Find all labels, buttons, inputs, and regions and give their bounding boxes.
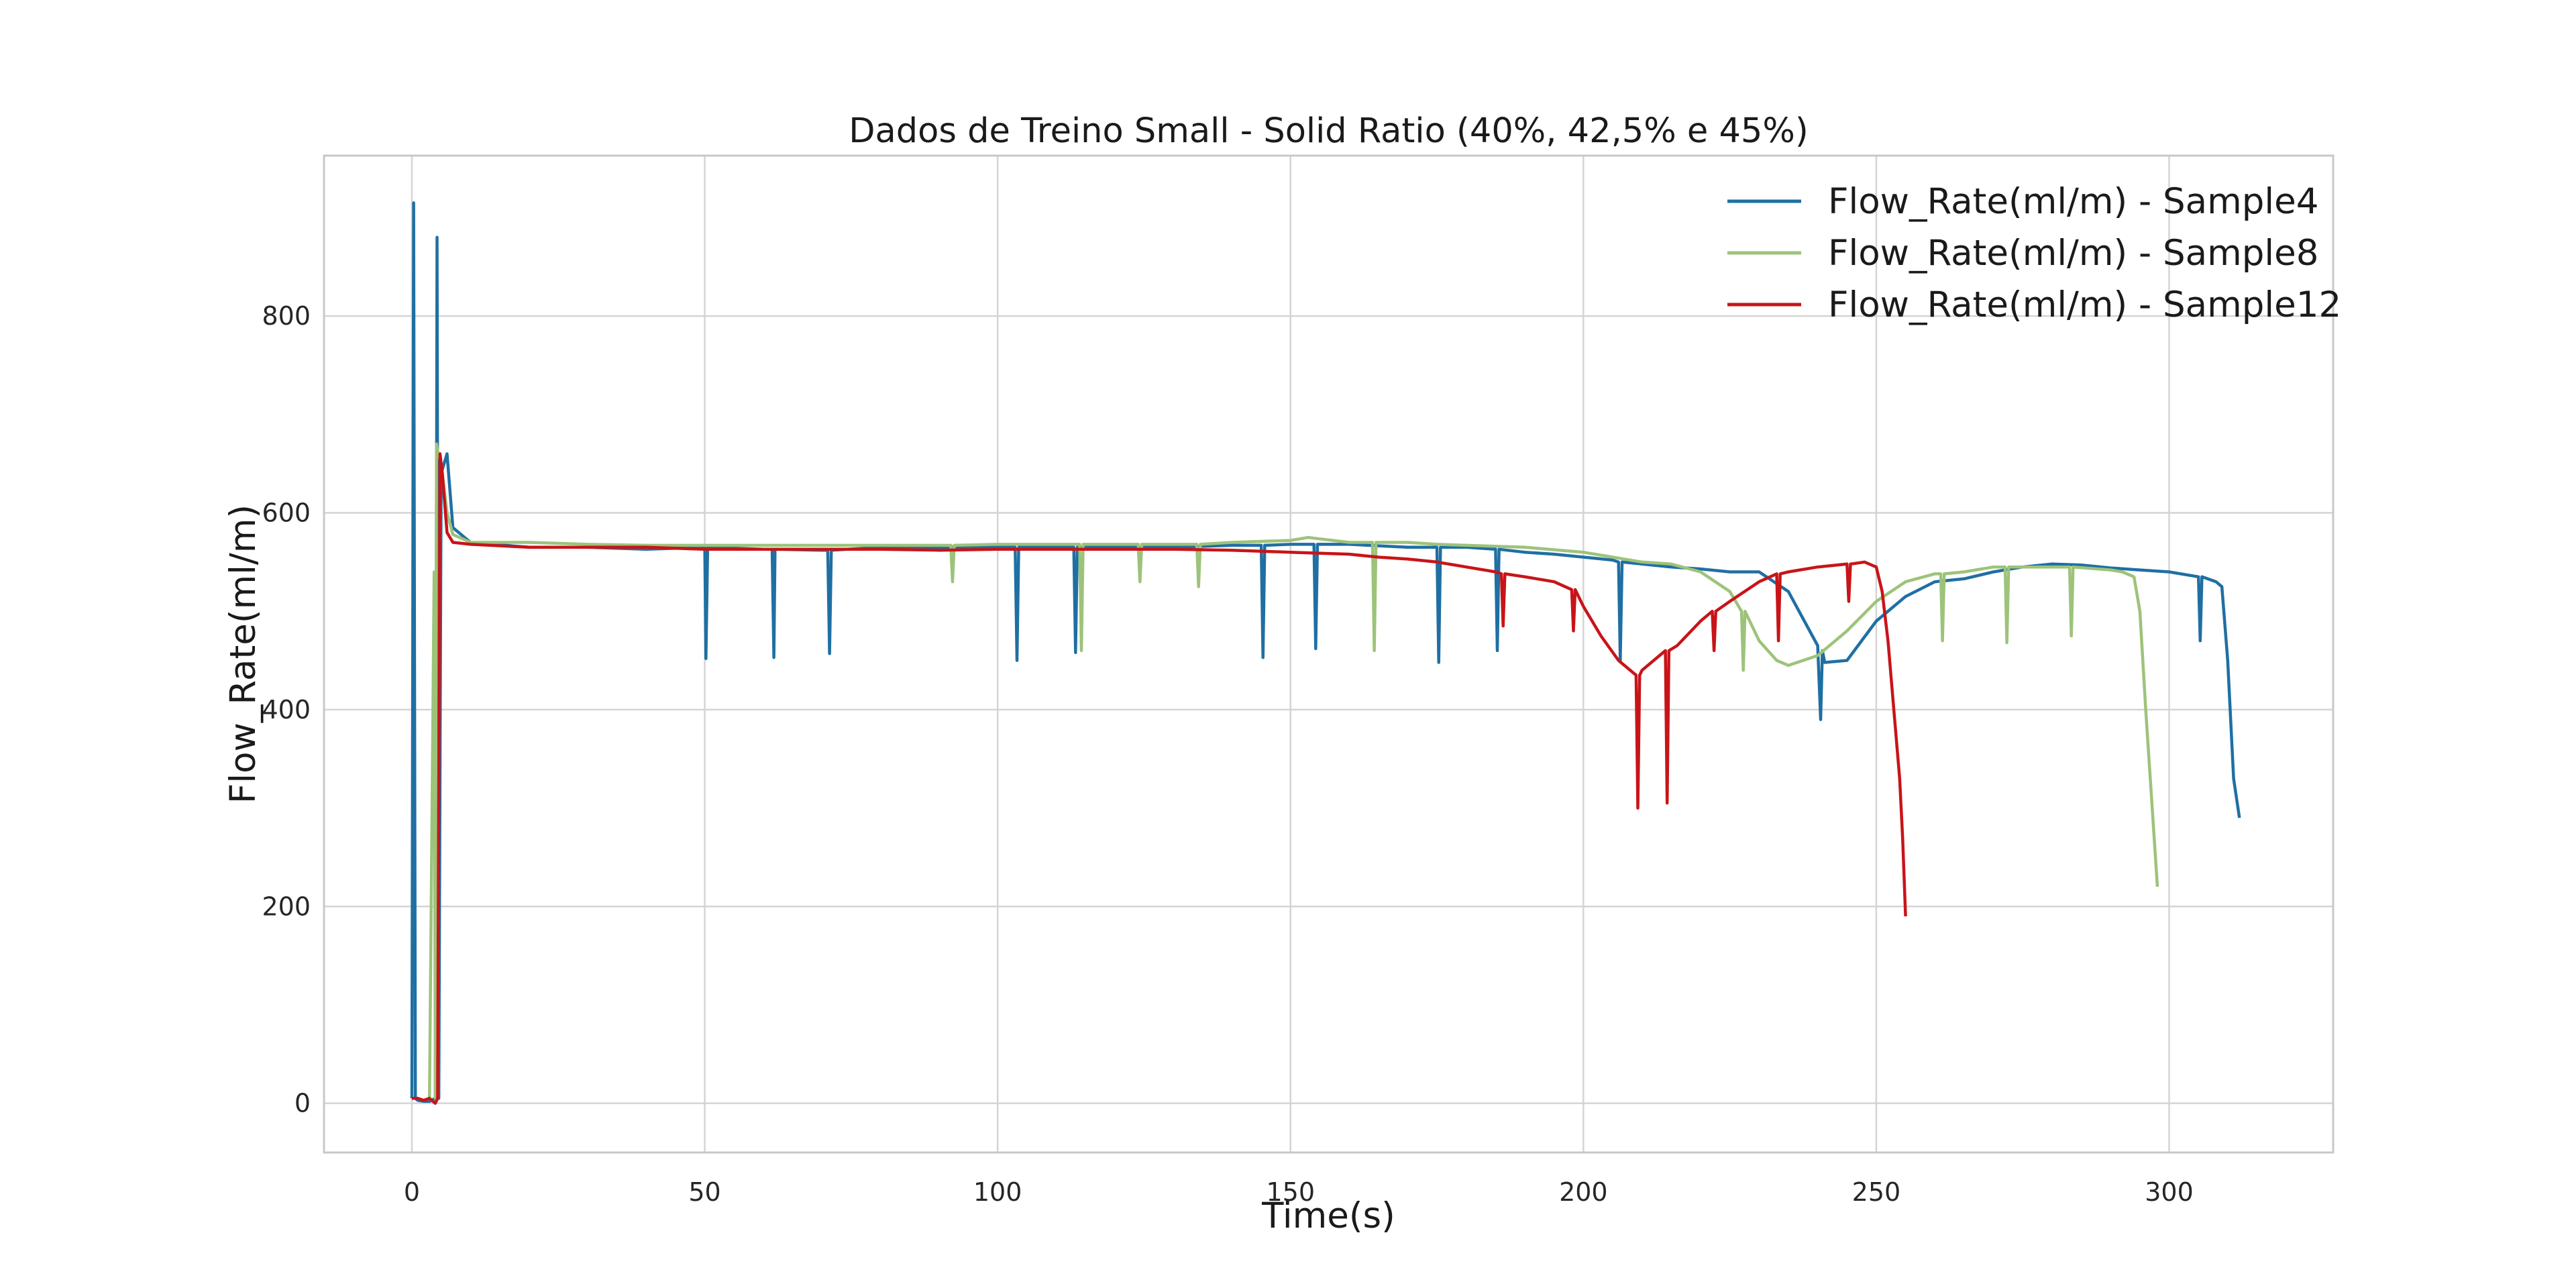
x-tick-label: 50: [688, 1177, 720, 1207]
y-tick-label: 800: [262, 301, 311, 331]
legend: Flow_Rate(ml/m) - Sample4 Flow_Rate(ml/m)…: [1727, 181, 2341, 325]
legend-label: Flow_Rate(ml/m) - Sample8: [1828, 233, 2318, 274]
legend-label: Flow_Rate(ml/m) - Sample12: [1828, 284, 2341, 325]
plot-series: [410, 201, 2241, 1105]
y-tick-label: 0: [294, 1089, 311, 1118]
series-line-3: [412, 452, 1907, 1105]
y-axis-label: Flow_Rate(ml/m): [223, 504, 264, 804]
x-tick-label: 250: [1852, 1177, 1901, 1207]
plot-frame: [323, 154, 2334, 1154]
grid-lines: [324, 156, 2333, 1152]
x-tick-label: 150: [1266, 1177, 1315, 1207]
legend-label: Flow_Rate(ml/m) - Sample4: [1828, 181, 2318, 222]
series-line-2: [427, 442, 2159, 1101]
y-axis-ticks: 0 200 400 600 800: [262, 301, 311, 1118]
x-tick-label: 0: [404, 1177, 420, 1207]
x-axis-ticks: 0 50 100 150 200 250 300: [404, 1177, 2194, 1207]
series-line-1: [410, 201, 2241, 1103]
x-tick-label: 100: [973, 1177, 1022, 1207]
y-tick-label: 200: [262, 892, 311, 921]
x-tick-label: 200: [1559, 1177, 1608, 1207]
y-tick-label: 400: [262, 695, 311, 724]
chart-title: Dados de Treino Small - Solid Ratio (40%…: [849, 111, 1809, 151]
x-tick-label: 300: [2145, 1177, 2194, 1207]
x-axis-label: Time(s): [1261, 1195, 1395, 1236]
y-tick-label: 600: [262, 498, 311, 527]
